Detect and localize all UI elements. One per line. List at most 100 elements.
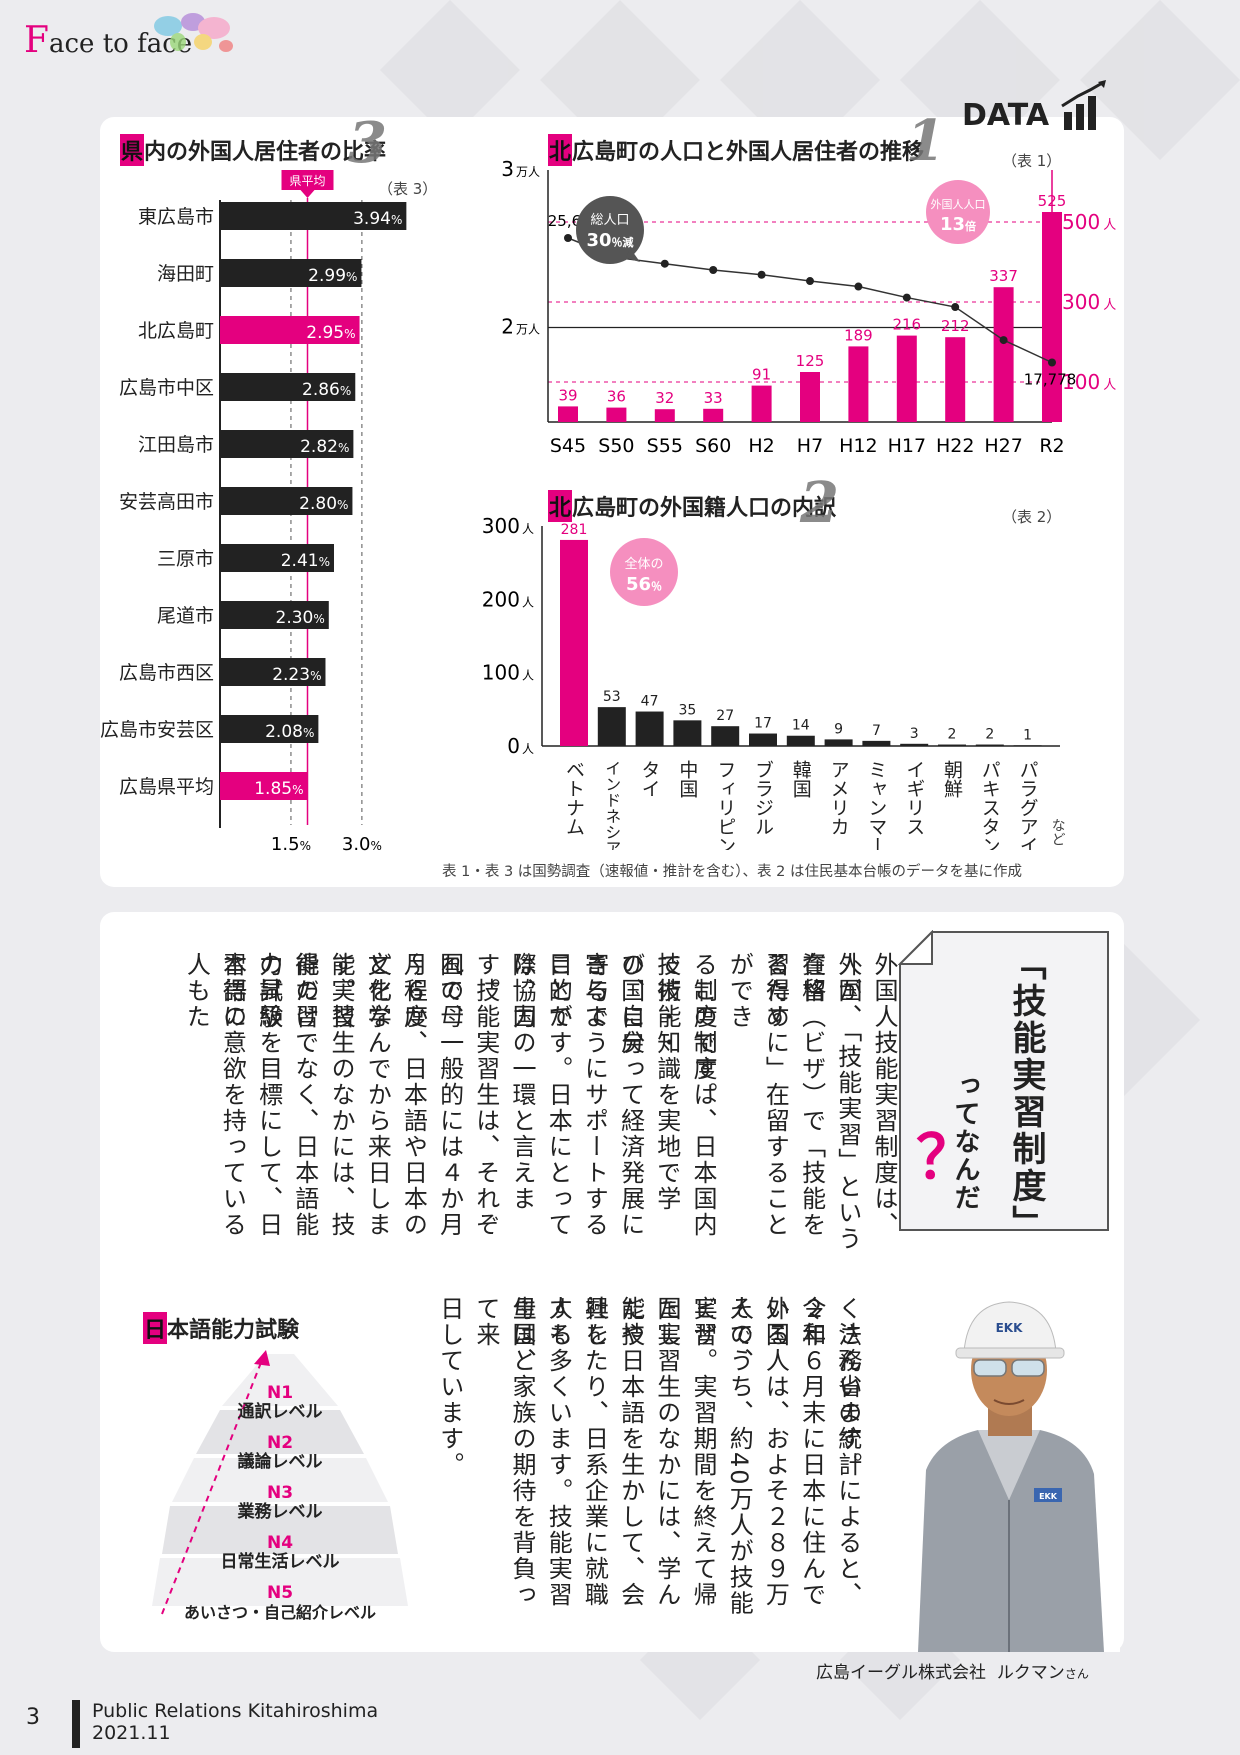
jlpt-level-name: 通訳レベル — [237, 1402, 323, 1422]
article-bottom-line: 日しています。 — [435, 1296, 464, 1478]
chart1-bar — [703, 408, 724, 422]
chart3-title-highlight: 県 — [120, 134, 145, 166]
chart1-total-badge — [576, 196, 644, 264]
chart3-category-label: 三原市 — [157, 548, 214, 570]
chart2-bar — [975, 744, 1004, 746]
chart3-category-label: 東広島市 — [138, 206, 214, 228]
chart2-share-badge — [610, 538, 678, 606]
article-top-line: る制度です。 — [689, 952, 718, 1108]
chart1-bar-label: 525 — [1038, 192, 1067, 210]
chart2-category-label: パラグアイ — [1017, 760, 1039, 850]
chart3-value-unit: % — [346, 270, 357, 284]
chart1-bar-label: 32 — [655, 389, 674, 407]
article-top-line: 際協力の一環と言えます。 — [472, 952, 536, 1212]
chart3-bar — [220, 430, 354, 458]
chart1-category-label: H12 — [839, 435, 877, 457]
chart2-category-label: ミャンマー — [865, 760, 887, 850]
chart3-number: 3 — [348, 110, 387, 176]
chart3-category-label: 広島市中区 — [119, 377, 214, 399]
chart2-ytick-unit: 人 — [522, 742, 534, 756]
chart2-category-label: アメリカ — [828, 760, 850, 836]
chart1-title-highlight: 北 — [548, 134, 573, 166]
chart1-category-label: R2 — [1039, 435, 1064, 457]
article-bottom-line: 母国と家族の期待を背負って来 — [472, 1296, 536, 1608]
chart2-bar-label: 2 — [948, 727, 957, 743]
chart3-value-unit: % — [310, 669, 321, 683]
chart1-bar-label: 39 — [558, 386, 577, 404]
data-logo: DATA — [962, 98, 1050, 133]
chart3-value-label: 2.99% — [308, 266, 357, 286]
chart1-category-label: S60 — [695, 435, 731, 457]
article-top-line: どを学んでから来日します。技 — [327, 952, 392, 1238]
chart3-value-unit: % — [303, 726, 314, 740]
chart1-foreign-badge-unit: 倍 — [965, 219, 976, 233]
article-top-line: 資格（ビザ）で「技能を習得す — [761, 952, 826, 1238]
chart3-table-label: （表 3） — [378, 180, 438, 198]
chart3-bar — [220, 601, 329, 629]
chart3-value-unit: % — [338, 441, 349, 455]
jlpt-level-code: N2 — [266, 1433, 294, 1453]
chart1-total-badge-tail — [626, 248, 640, 262]
header-initial: F — [24, 20, 49, 61]
photo-caption: 広島イーグル株式会社 ルクマンさん — [816, 1658, 1089, 1683]
chart3-value-label: 2.23% — [272, 665, 321, 685]
chart2-bar-label: 7 — [872, 723, 881, 739]
article-top-line: 習得に意欲を持っている人もた — [182, 952, 247, 1238]
chart1-bar — [558, 406, 578, 422]
chart3-value-label: 2.80% — [299, 494, 348, 514]
chart2-ytick-unit: 人 — [522, 595, 534, 609]
chart1-bar-label: 212 — [941, 317, 970, 335]
chart2-category-label: フィリピン — [714, 760, 736, 850]
chart1-category-label: H22 — [936, 435, 974, 457]
chart3-xtick-unit: % — [371, 839, 382, 853]
chart3-title-rest: 内の外国人居住者の比率 — [144, 140, 387, 165]
chart2-ytick: 200 人 — [482, 587, 534, 611]
chart1-population-point — [999, 336, 1008, 345]
chart1-population-point — [854, 282, 863, 291]
chart2-category-label: タイ — [639, 760, 661, 798]
jlpt-level-name: あいさつ・自己紹介レベル — [183, 1603, 376, 1622]
chart1-bar-label: 337 — [989, 267, 1018, 285]
chart1-total-badge-value: 30％減 — [586, 230, 633, 251]
jlpt-pyramid — [152, 1350, 408, 1615]
article-top-line: この制度は、日本国内で技能・ — [653, 952, 717, 1238]
chart3-value-label: 2.95% — [306, 323, 355, 343]
article-top-line: 人が、「技能実習」という在留 — [797, 952, 862, 1252]
chart3-value-label: 2.41% — [281, 551, 330, 571]
chart1-bar-label: 36 — [607, 388, 626, 406]
chart3-value-unit: % — [344, 327, 355, 341]
footer-divider — [72, 1700, 80, 1748]
chart2-title-highlight: 北 — [548, 490, 573, 522]
chart1-category-label: H17 — [888, 435, 926, 457]
chart1-bar — [606, 407, 627, 422]
chart1-left-tick: 3 万人 — [501, 160, 540, 181]
chart2-ytick-unit: 人 — [522, 669, 534, 683]
jlpt-title: 日本語能力試験 — [143, 1312, 299, 1344]
caption-company: 広島イーグル株式会社 — [816, 1663, 986, 1683]
chart1-population-line — [567, 237, 1053, 364]
footer-publication: Public Relations Kitahiroshima 2021.11 — [92, 1700, 378, 1744]
chart3-category-label: 尾道市 — [157, 605, 214, 627]
chart2-title-rest: 広島町の外国籍人口の内訳 — [572, 496, 837, 521]
chart2-bar-label: 281 — [561, 522, 588, 538]
chart3-avg-pointer — [300, 190, 315, 198]
chart1-category-label: S50 — [598, 435, 634, 457]
chart1-total-badge-unit: ％減 — [612, 235, 634, 249]
chart1-population-last-label: 17,778 — [1024, 370, 1077, 388]
chart1-right-tick: 500 人 — [1062, 210, 1116, 234]
jlpt-level-name: 業務レベル — [237, 1502, 323, 1522]
chart2-bar — [635, 711, 664, 746]
chart1-total-badge-text: 総人口 — [590, 213, 629, 228]
article-top-line: の昇級を目標にして、日本語の — [218, 952, 283, 1238]
chart3-bar — [220, 487, 353, 515]
jlpt-level-n2: N2 議論レベル — [150, 1434, 410, 1472]
article-bottom-line: 人も多くいます。技能実習生は、 — [508, 1296, 573, 1608]
jlpt-level-code: N5 — [266, 1583, 294, 1603]
chart3-bar — [220, 544, 334, 572]
chart1-bar-label: 189 — [844, 326, 873, 344]
jlpt-level-name: 日常生活レベル — [220, 1552, 340, 1572]
chart3-bar-chart: 県平均 1.5% 3.0% 東広島市 3.94% 海田町 2.99% 北広島町 2.95% 広島市… — [100, 170, 407, 855]
chart3-category-label: 広島市安芸区 — [100, 719, 214, 741]
